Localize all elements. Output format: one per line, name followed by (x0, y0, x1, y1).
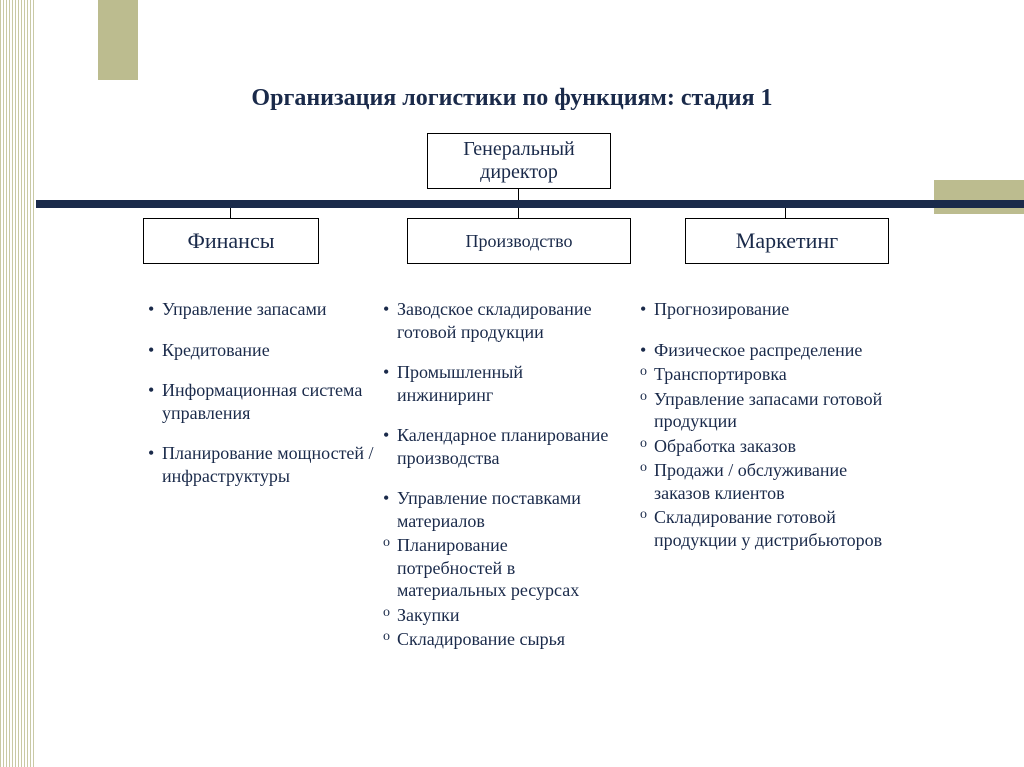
list-item: Продажи / обслуживание заказов клиентов (640, 459, 890, 504)
top-accent-block (98, 0, 138, 80)
org-child-marketing-label: Маркетинг (736, 228, 838, 253)
list-item: Прогнозирование (640, 298, 890, 321)
list-item: Кредитование (148, 339, 378, 362)
list-item: Управление запасами готовой продукции (640, 388, 890, 433)
list-item: Информационная система управления (148, 379, 378, 424)
list-item: Складирование готовой продукции у дистри… (640, 506, 890, 551)
list-item: Заводское складирование готовой продукци… (383, 298, 613, 343)
column-finance: Управление запасами Кредитование Информаци… (148, 298, 378, 505)
list-item: Календарное планирование производства (383, 424, 613, 469)
org-child-production-label: Производство (466, 231, 573, 252)
list-item: Транспортировка (640, 363, 890, 386)
org-child-marketing-box: Маркетинг (685, 218, 889, 264)
horizontal-dark-bar (36, 200, 1024, 208)
org-root-label: Генеральный директор (428, 138, 610, 184)
org-root-box: Генеральный директор (427, 133, 611, 189)
list-item: Управление поставками материалов (383, 487, 613, 532)
org-child-production-box: Производство (407, 218, 631, 264)
slide-title: Организация логистики по функциям: стади… (0, 85, 1024, 112)
column-production: Заводское складирование готовой продукци… (383, 298, 613, 653)
connector-child-marketing (785, 208, 786, 218)
list-item: Планирование мощностей / инфраструктуры (148, 442, 378, 487)
connector-child-production (518, 208, 519, 218)
list-item: Обработка заказов (640, 435, 890, 458)
list-item: Закупки (383, 604, 613, 627)
org-child-finance-label: Финансы (187, 228, 274, 253)
list-item: Управление запасами (148, 298, 378, 321)
list-item: Планирование потребностей в материальных… (383, 534, 613, 602)
list-item: Складирование сырья (383, 628, 613, 651)
right-accent-block (934, 180, 1024, 214)
left-stripe-decoration (0, 0, 36, 767)
list-item: Физическое распределение (640, 339, 890, 362)
column-marketing: Прогнозирование Физическое распределениеТ… (640, 298, 890, 553)
list-item: Промышленный инжиниринг (383, 361, 613, 406)
connector-child-finance (230, 208, 231, 218)
org-child-finance-box: Финансы (143, 218, 319, 264)
